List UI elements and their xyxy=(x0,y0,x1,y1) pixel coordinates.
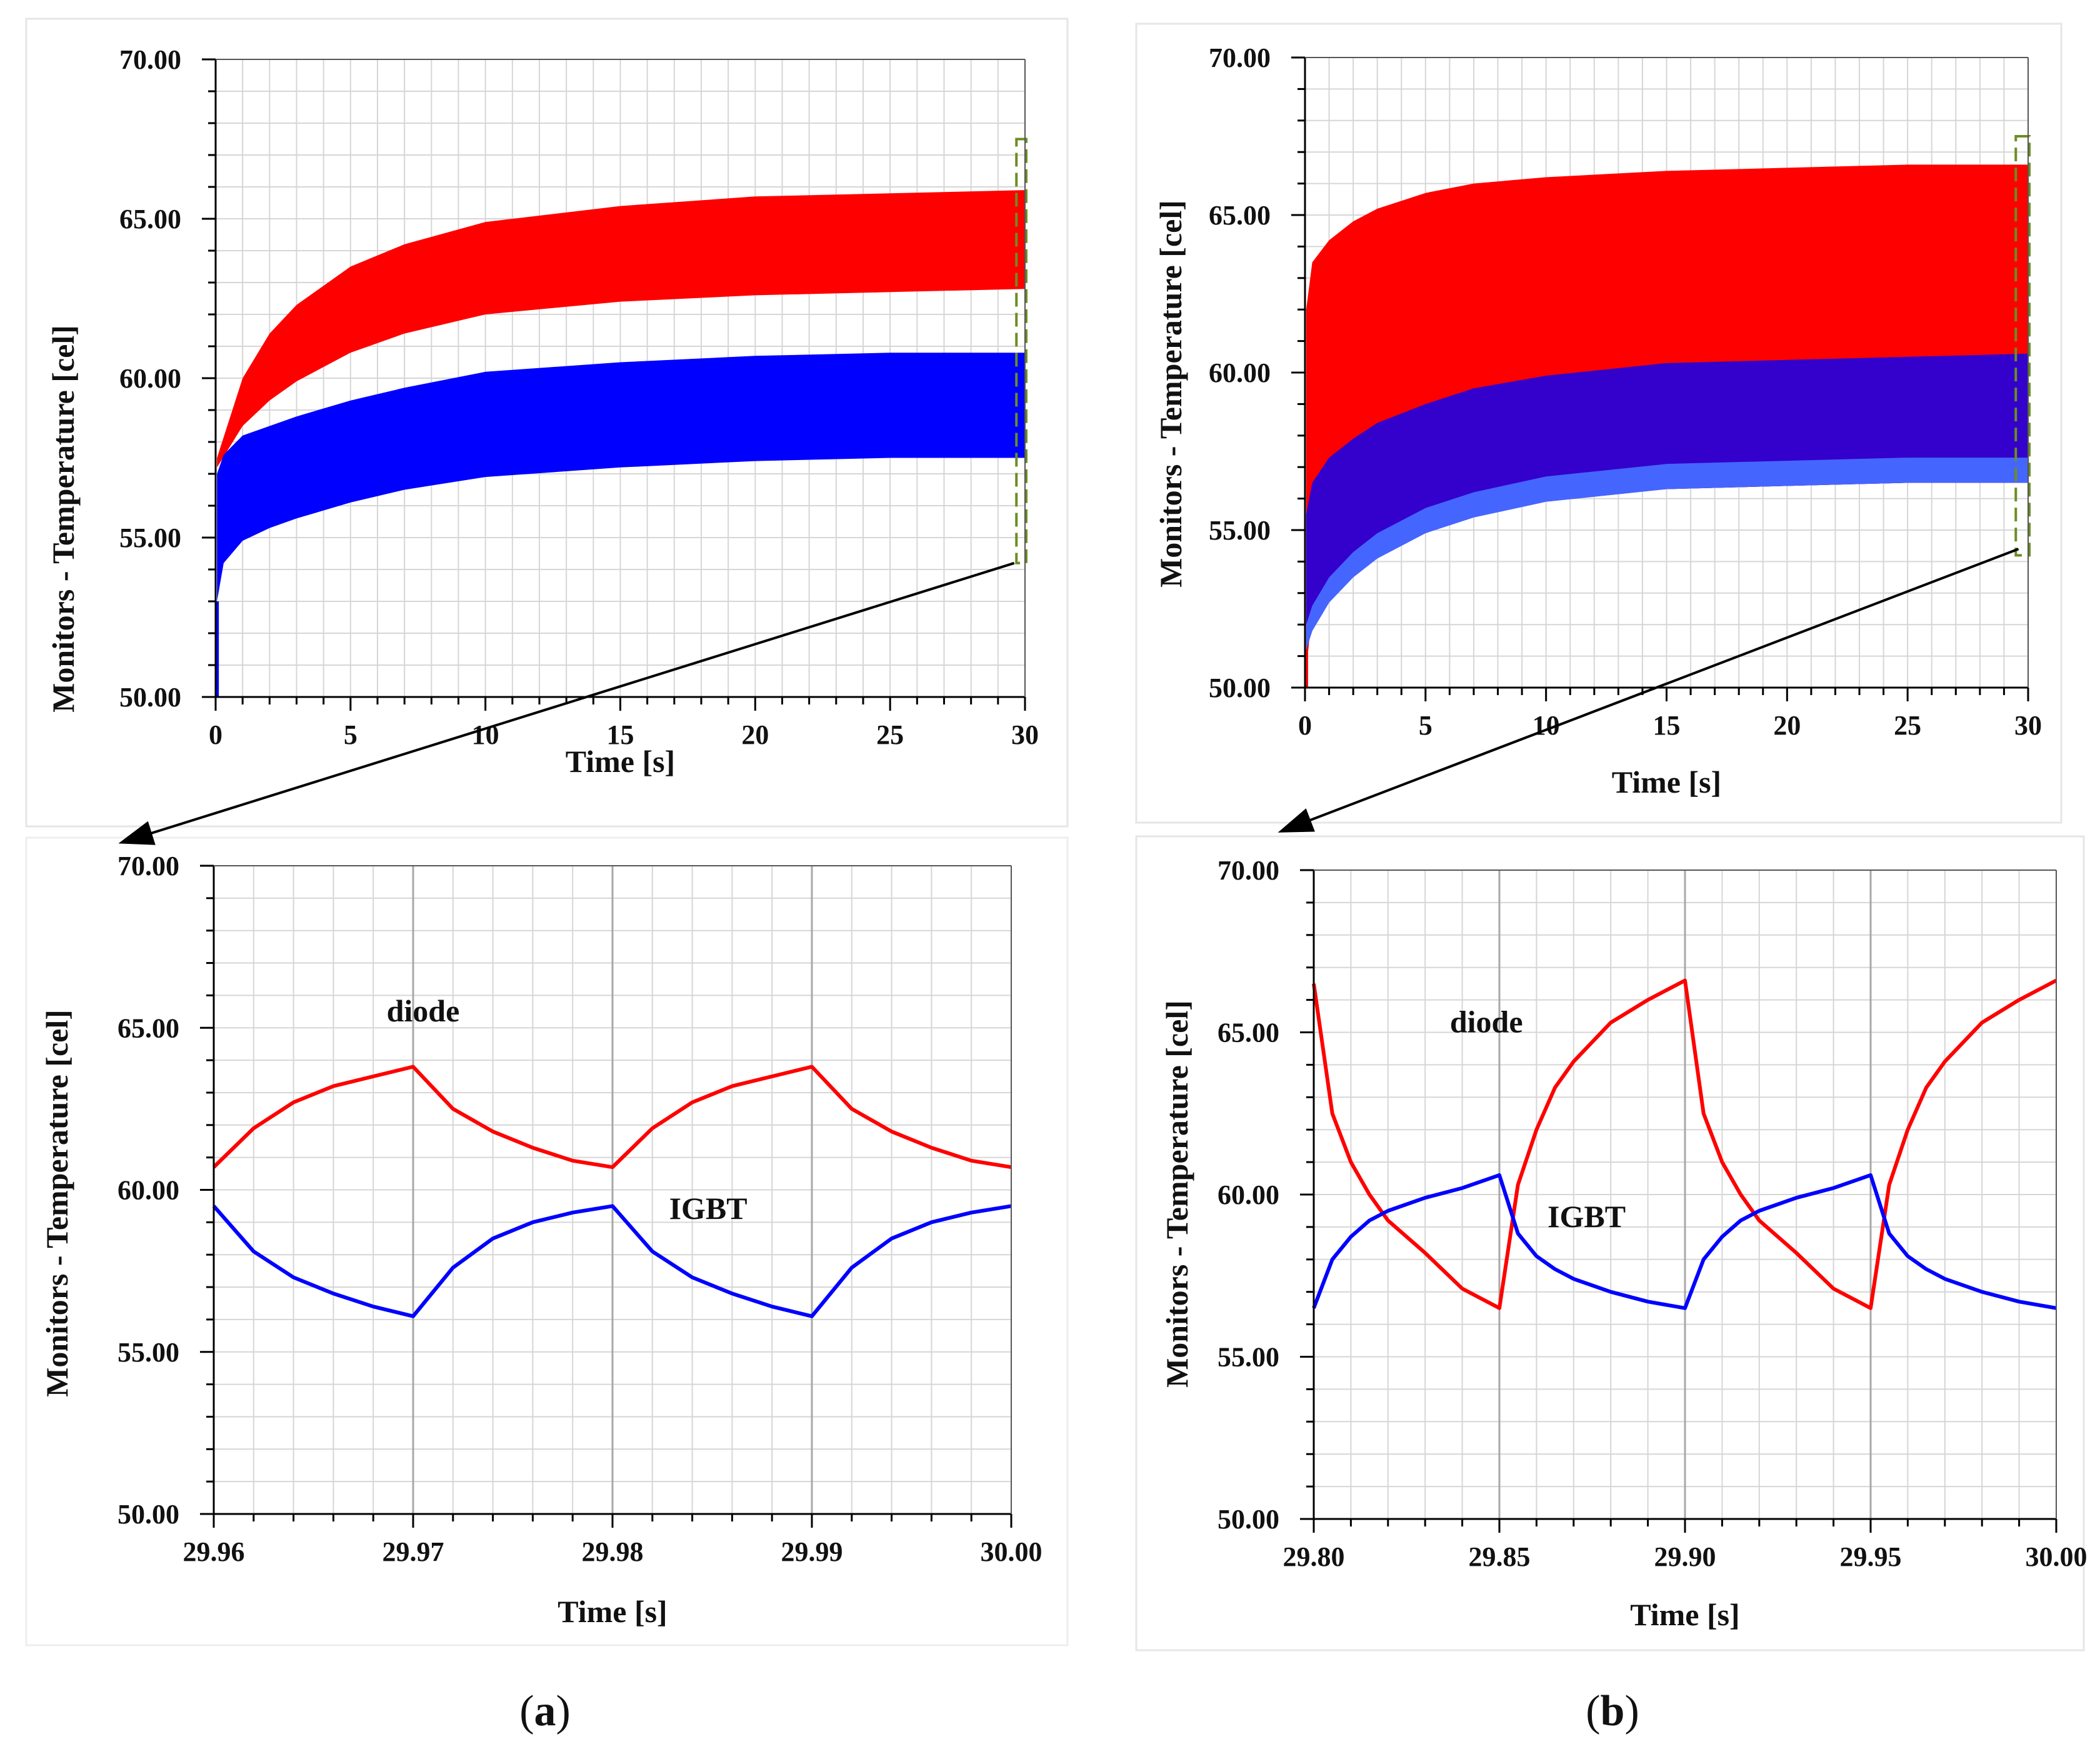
x-tick-label: 20 xyxy=(741,719,769,750)
series-line-igbt xyxy=(212,1204,1012,1318)
x-axis-title: Time [s] xyxy=(566,744,675,779)
x-tick-label: 20 xyxy=(1773,710,1801,741)
y-tick-label: 55.00 xyxy=(118,1337,179,1368)
x-axis-title: Time [s] xyxy=(558,1594,667,1629)
zoom-region-box xyxy=(1015,138,1028,564)
series-line-diode xyxy=(1312,978,2058,1310)
series-band-igbt xyxy=(217,353,1026,601)
y-tick-label: 55.00 xyxy=(1218,1342,1279,1373)
x-tick-label: 30 xyxy=(1011,719,1039,750)
series-band-igbt xyxy=(1306,353,2028,650)
x-tick-label: 25 xyxy=(876,719,904,750)
y-tick-label: 70.00 xyxy=(1218,855,1279,886)
x-tick-label: 5 xyxy=(1419,710,1432,741)
y-axis-title: Monitors - Temperature [cel] xyxy=(1153,200,1188,588)
y-tick-label: 50.00 xyxy=(118,1499,179,1530)
zoom-arrow-a xyxy=(118,561,1015,845)
chart-b-top: 0 5 10 15 20 25 3050.0055.0060.0065.0070.00Tim… xyxy=(1153,43,2042,799)
x-tick-label: 25 xyxy=(1894,710,1921,741)
y-tick-label: 60.00 xyxy=(1218,1180,1279,1210)
x-tick-label: 5 xyxy=(344,719,358,750)
x-tick-label: 29.80 xyxy=(1283,1541,1345,1572)
annotation-igbt: IGBT xyxy=(669,1191,748,1226)
y-tick-label: 50.00 xyxy=(119,682,181,713)
chart-b-bottom: diode IGBT 29.80 29.85 29.90 29.95 30.00 50.00 5… xyxy=(1159,855,2088,1632)
series-band-diode xyxy=(217,190,1026,468)
plot-area xyxy=(215,190,1026,697)
chart-a-top: 0 5 10 15 20 25 30 50.00 55.00 60.00 65.00 70.00 Tim… xyxy=(46,44,1039,779)
series-line-diode xyxy=(212,1065,1012,1170)
plot-area xyxy=(1304,164,2028,688)
x-tick-label: 29.99 xyxy=(781,1536,843,1567)
x-axis-title: Time [s] xyxy=(1630,1597,1739,1632)
series-band-igbt-fringe xyxy=(1306,458,2028,650)
x-tick-label: 29.90 xyxy=(1654,1541,1716,1572)
zoom-arrow-b xyxy=(1278,548,2019,833)
y-tick-label: 60.00 xyxy=(118,1175,179,1206)
x-tick-label: 30.00 xyxy=(2026,1541,2088,1572)
y-axis-title: Monitors - Temperature [cel] xyxy=(46,325,81,713)
y-tick-label: 65.00 xyxy=(1209,200,1271,231)
series-line-igbt xyxy=(1312,1173,2057,1310)
y-tick-label: 55.00 xyxy=(1209,515,1271,546)
annotation-diode: diode xyxy=(1450,1005,1523,1040)
y-tick-label: 55.00 xyxy=(119,523,181,553)
x-tick-label: 30.00 xyxy=(981,1536,1042,1567)
x-axis-title: Time [s] xyxy=(1612,764,1721,799)
y-tick-label: 70.00 xyxy=(1209,43,1271,73)
y-tick-label: 50.00 xyxy=(1209,673,1271,703)
y-tick-label: 65.00 xyxy=(1218,1018,1279,1048)
x-tick-label: 29.98 xyxy=(582,1536,644,1567)
y-tick-label: 65.00 xyxy=(119,204,181,234)
x-tick-label: 15 xyxy=(1653,710,1681,741)
x-tick-label: 29.97 xyxy=(382,1536,444,1567)
y-tick-label: 60.00 xyxy=(1209,358,1271,388)
x-tick-label: 15 xyxy=(607,719,634,750)
x-tick-label: 0 xyxy=(209,719,222,750)
y-tick-label: 70.00 xyxy=(119,44,181,75)
x-tick-label: 30 xyxy=(2014,710,2042,741)
panel-frame-a-bottom xyxy=(25,836,1069,1646)
x-tick-label: 29.96 xyxy=(183,1536,245,1567)
chart-a-bottom: diode IGBT 29.96 29.97 29.98 29.99 30.00 50.00 5… xyxy=(39,851,1042,1629)
x-tick-label: 10 xyxy=(472,719,499,750)
panel-label-b: (b) xyxy=(1586,1687,1639,1735)
x-tick-label: 0 xyxy=(1298,710,1312,741)
y-axis-title: Monitors - Temperature [cel] xyxy=(39,1010,74,1397)
y-tick-label: 60.00 xyxy=(119,363,181,394)
plot-area xyxy=(212,1065,1012,1318)
y-tick-label: 70.00 xyxy=(118,851,179,881)
annotation-igbt: IGBT xyxy=(1548,1199,1626,1234)
annotation-diode: diode xyxy=(387,993,460,1028)
plot-area xyxy=(1312,978,2058,1310)
panel-frame-b-bottom xyxy=(1135,835,2085,1651)
y-tick-label: 50.00 xyxy=(1218,1504,1279,1535)
y-axis-title: Monitors - Temperature [cel] xyxy=(1159,1000,1194,1388)
x-tick-label: 29.95 xyxy=(1840,1541,1902,1572)
y-tick-label: 65.00 xyxy=(118,1013,179,1043)
zoom-connectors xyxy=(118,548,2019,845)
x-tick-label: 29.85 xyxy=(1469,1541,1531,1572)
panel-label-a: (a) xyxy=(519,1687,571,1735)
zoom-region-box xyxy=(2014,135,2031,557)
